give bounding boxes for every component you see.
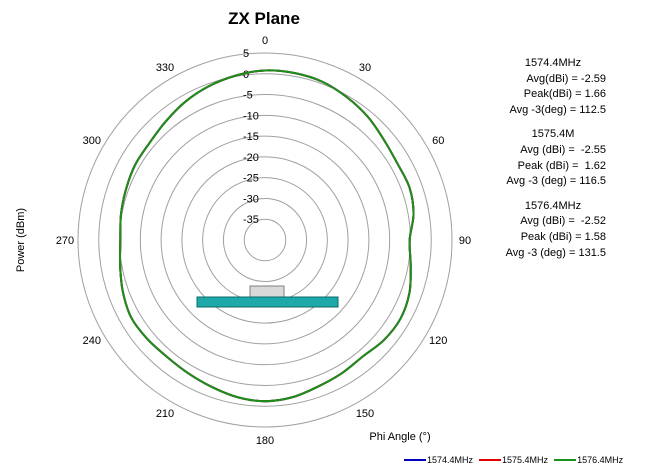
grid-circle [222, 197, 308, 283]
angle-tick-label: 240 [83, 335, 101, 347]
radial-tick-label: -5 [243, 90, 253, 102]
polar-grid [77, 52, 453, 428]
grid-circle [202, 177, 328, 303]
stats-row: Avg (dBi) = -2.52 [520, 215, 606, 228]
grid-circle [119, 94, 411, 386]
angle-tick-label: 270 [56, 235, 74, 247]
radial-tick-label: -20 [243, 152, 259, 164]
angle-tick-label: 0 [262, 35, 268, 47]
stats-header: 1576.4MHz [524, 199, 582, 212]
legend-swatch [554, 459, 577, 461]
stats-row: Avg(dBi) = -2.59 [526, 72, 606, 85]
radial-tick-label: -25 [243, 173, 259, 185]
grid-circle [139, 114, 391, 366]
legend-swatch [404, 459, 426, 461]
stats-group-1574: 1574.4MHz Avg(dBi) = -2.59 Peak(dBi) = 1… [478, 56, 628, 118]
stats-annotations: 1574.4MHz Avg(dBi) = -2.59 Peak(dBi) = 1… [478, 56, 628, 270]
radial-tick-label: 5 [243, 48, 249, 60]
grid-circle [243, 218, 287, 262]
stats-row: Peak (dBi) = 1.58 [520, 230, 606, 243]
angle-tick-label: 30 [359, 62, 371, 74]
stats-group-1576: 1576.4MHz Avg (dBi) = -2.52 Peak (dBi) =… [478, 199, 628, 261]
stats-row: Avg (dBi) = -2.55 [520, 143, 606, 156]
grid-circle [160, 135, 370, 345]
module-shape [249, 285, 285, 299]
angle-tick-labels: 0 30 60 90 120 150 180 210 240 270 300 330 [56, 35, 471, 447]
legend-item: 1576.4MHz [554, 455, 623, 465]
stats-row: Avg -3 (deg) = 131.5 [505, 246, 606, 259]
y-axis-label: Power (dBm) [15, 208, 27, 272]
radial-tick-label: -30 [243, 193, 259, 205]
radial-tick-label: -35 [243, 214, 259, 226]
stats-row: Avg -3(deg) = 112.5 [509, 103, 606, 116]
angle-tick-label: 180 [256, 435, 274, 447]
legend-item: 1575.4MHz [479, 455, 548, 465]
stats-row: Avg -3 (deg) = 116.5 [506, 175, 606, 188]
radial-tick-labels: 5 0 -5 -10 -15 -20 -25 -30 -35 [243, 48, 259, 226]
grid-circle [98, 73, 432, 407]
legend-swatch [479, 459, 502, 461]
angle-tick-label: 210 [156, 408, 174, 420]
radial-tick-label: -10 [243, 110, 259, 122]
angle-tick-label: 60 [432, 135, 444, 147]
stats-header: 1574.4MHz [524, 57, 582, 69]
stats-row: Peak (dBi) = 1.62 [517, 159, 606, 172]
radial-tick-label: 0 [243, 69, 249, 81]
legend-item: 1574.4MHz [404, 455, 473, 465]
legend-label: 1575.4MHz [502, 455, 549, 465]
device-illustration [196, 285, 339, 308]
angle-tick-label: 330 [156, 62, 174, 74]
grid-circle [77, 52, 453, 428]
angle-tick-label: 300 [83, 135, 101, 147]
chart-title: ZX Plane [228, 9, 300, 28]
angle-tick-label: 90 [459, 235, 471, 247]
chart-legend: 1574.4MHz 1575.4MHz 1576.4MHz [404, 455, 623, 465]
stats-header: 1575.4M [531, 128, 575, 141]
board-shape [196, 296, 339, 308]
angle-tick-label: 120 [429, 335, 447, 347]
grid-circle [181, 156, 349, 324]
x-axis-label: Phi Angle (°) [369, 431, 430, 443]
legend-label: 1574.4MHz [427, 455, 474, 465]
angle-tick-label: 150 [356, 408, 374, 420]
legend-label: 1576.4MHz [577, 455, 624, 465]
stats-group-1575: 1575.4M Avg (dBi) = -2.55 Peak (dBi) = 1… [478, 127, 628, 189]
series-lines [118, 69, 415, 403]
radial-tick-label: -15 [243, 131, 259, 143]
series-line [118, 69, 415, 403]
stats-row: Peak(dBi) = 1.66 [523, 88, 606, 101]
